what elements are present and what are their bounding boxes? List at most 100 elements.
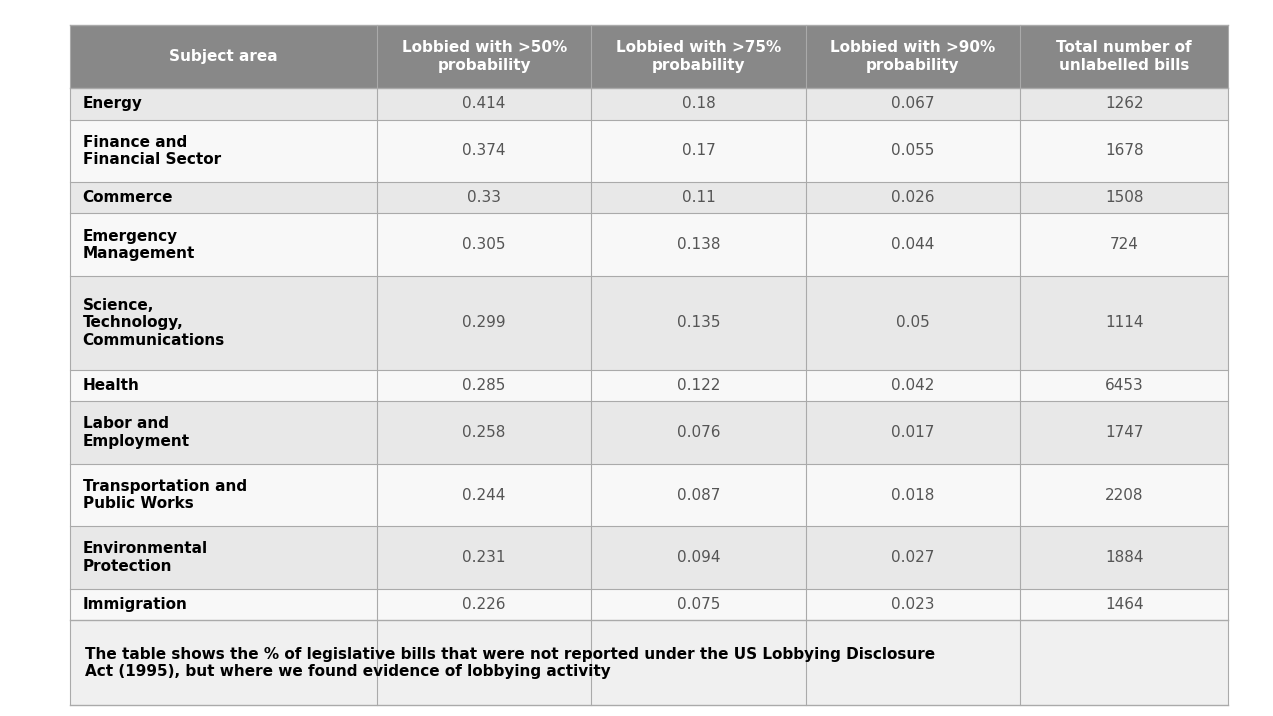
Text: Finance and
Financial Sector: Finance and Financial Sector (83, 135, 222, 167)
Text: Emergency
Management: Emergency Management (83, 228, 195, 261)
Bar (591, 276, 806, 370)
Bar (377, 589, 592, 620)
Text: 6453: 6453 (1105, 378, 1143, 393)
Text: 1884: 1884 (1105, 550, 1143, 565)
Text: Transportation and
Public Works: Transportation and Public Works (83, 479, 247, 511)
Text: 0.122: 0.122 (677, 378, 721, 393)
Bar (591, 120, 806, 182)
Text: 0.231: 0.231 (462, 550, 505, 565)
Text: 0.299: 0.299 (462, 316, 505, 331)
Bar (591, 25, 806, 88)
Bar (377, 526, 592, 589)
Bar (806, 589, 1020, 620)
Bar (70, 526, 377, 589)
Bar (70, 464, 377, 526)
Bar (377, 182, 592, 213)
Bar (806, 213, 1020, 276)
Text: 1747: 1747 (1105, 425, 1143, 440)
Text: 0.138: 0.138 (677, 237, 721, 252)
Text: 0.023: 0.023 (891, 597, 934, 612)
Bar (806, 25, 1020, 88)
Bar (1020, 589, 1228, 620)
Text: Environmental
Protection: Environmental Protection (83, 541, 207, 574)
Text: 0.226: 0.226 (462, 597, 505, 612)
Text: 1678: 1678 (1105, 143, 1143, 158)
Text: 2208: 2208 (1105, 488, 1143, 503)
Text: 0.414: 0.414 (462, 97, 505, 112)
Bar (1020, 464, 1228, 526)
Bar (70, 213, 377, 276)
Bar (591, 182, 806, 213)
Bar (377, 88, 592, 120)
Text: 1114: 1114 (1105, 316, 1143, 331)
Bar (70, 401, 377, 464)
Text: 0.05: 0.05 (896, 316, 929, 331)
Text: 0.018: 0.018 (891, 488, 934, 503)
Text: 0.11: 0.11 (681, 190, 715, 205)
Bar (806, 276, 1020, 370)
Text: 0.17: 0.17 (681, 143, 715, 158)
Bar (377, 120, 592, 182)
Bar (591, 526, 806, 589)
Bar (591, 88, 806, 120)
Text: Science,
Technology,
Communications: Science, Technology, Communications (83, 298, 225, 348)
Bar (1020, 25, 1228, 88)
Text: 0.026: 0.026 (891, 190, 934, 205)
Text: The table shows the % of legislative bills that were not reported under the US L: The table shows the % of legislative bil… (85, 647, 936, 679)
Text: 0.305: 0.305 (462, 237, 505, 252)
Bar (377, 213, 592, 276)
Bar (1020, 88, 1228, 120)
Bar (806, 464, 1020, 526)
Bar (591, 401, 806, 464)
Text: 0.374: 0.374 (462, 143, 505, 158)
Bar (1020, 120, 1228, 182)
Bar (70, 25, 377, 88)
Text: 0.044: 0.044 (891, 237, 934, 252)
Text: 0.042: 0.042 (891, 378, 934, 393)
Text: 0.076: 0.076 (677, 425, 721, 440)
Bar (806, 526, 1020, 589)
Text: Immigration: Immigration (83, 597, 187, 612)
Bar (806, 120, 1020, 182)
Bar (70, 182, 377, 213)
Text: 0.258: 0.258 (462, 425, 505, 440)
Text: 0.244: 0.244 (462, 488, 505, 503)
Text: Lobbied with >75%
probability: Lobbied with >75% probability (616, 41, 782, 73)
Bar (591, 589, 806, 620)
Text: 724: 724 (1110, 237, 1138, 252)
Bar (591, 464, 806, 526)
Text: Commerce: Commerce (83, 190, 173, 205)
Text: Lobbied with >50%
probability: Lobbied with >50% probability (401, 41, 566, 73)
Bar (70, 276, 377, 370)
Bar (806, 182, 1020, 213)
Bar (377, 25, 592, 88)
Text: Labor and
Employment: Labor and Employment (83, 416, 190, 449)
Bar (1020, 370, 1228, 401)
Bar (1020, 276, 1228, 370)
Text: 1464: 1464 (1105, 597, 1143, 612)
Bar (70, 120, 377, 182)
Text: 0.18: 0.18 (681, 97, 715, 112)
Bar (1020, 182, 1228, 213)
Text: 0.087: 0.087 (677, 488, 721, 503)
Text: 0.075: 0.075 (677, 597, 721, 612)
Bar (377, 401, 592, 464)
Bar (377, 464, 592, 526)
Text: 0.067: 0.067 (891, 97, 934, 112)
Text: 0.055: 0.055 (891, 143, 934, 158)
Bar (1020, 213, 1228, 276)
Bar (1020, 526, 1228, 589)
Bar (70, 88, 377, 120)
Bar (70, 370, 377, 401)
Text: 0.33: 0.33 (467, 190, 502, 205)
Bar (377, 370, 592, 401)
Bar (806, 88, 1020, 120)
Text: Energy: Energy (83, 97, 143, 112)
Text: Lobbied with >90%
probability: Lobbied with >90% probability (830, 41, 995, 73)
Text: 0.094: 0.094 (677, 550, 721, 565)
Bar (70, 620, 1228, 705)
Text: 1508: 1508 (1105, 190, 1143, 205)
Bar (806, 401, 1020, 464)
Text: Health: Health (83, 378, 140, 393)
Text: Total number of
unlabelled bills: Total number of unlabelled bills (1057, 41, 1192, 73)
